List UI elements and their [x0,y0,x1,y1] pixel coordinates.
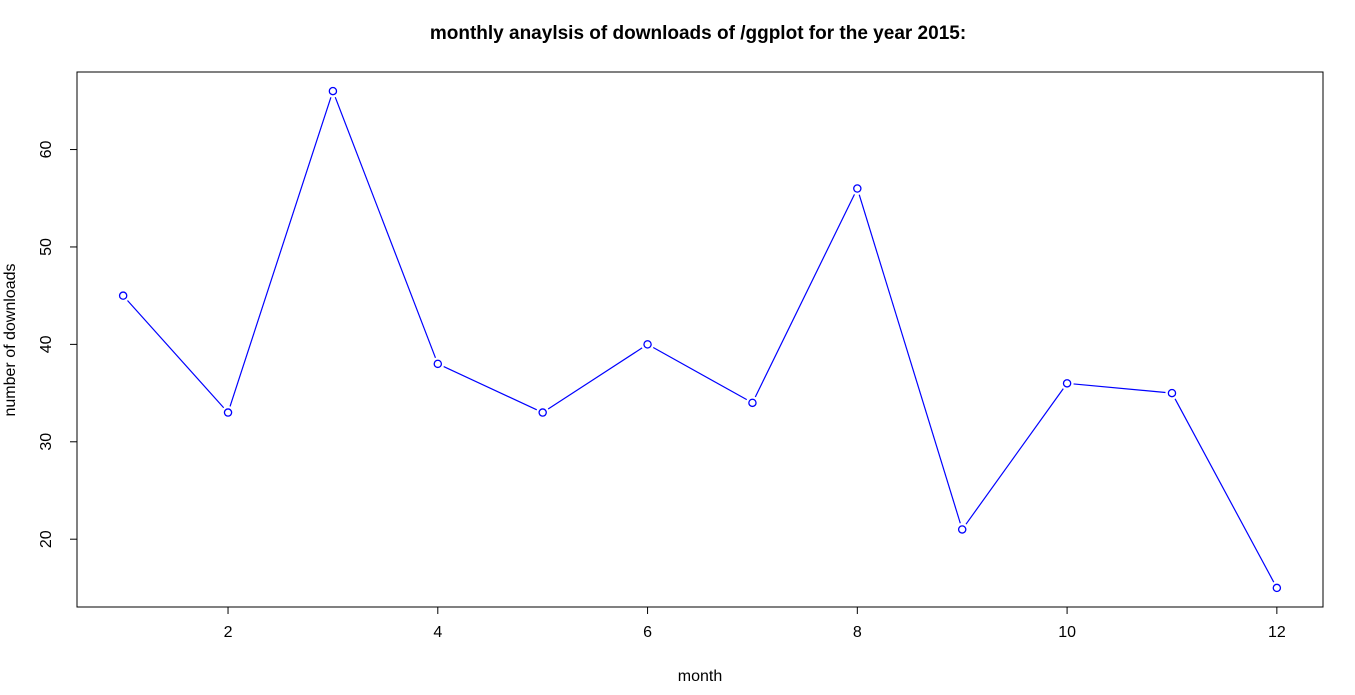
data-point [1062,379,1072,388]
x-tick-label: 8 [853,624,862,641]
series-segment [652,347,748,401]
x-tick-label: 6 [643,624,652,641]
data-point [433,359,443,369]
series-segment [547,347,643,410]
series-segment [1073,383,1166,394]
y-tick-label: 60 [38,141,55,159]
data-point [748,398,757,408]
data-point [118,291,128,300]
x-axis: 2 4 6 8 10 12 [224,606,1286,641]
x-axis-label: month [678,668,722,685]
y-tick-label: 20 [38,530,55,548]
x-tick-label: 4 [433,624,442,641]
data-point [957,525,967,534]
data-point [643,340,652,349]
data-point [853,184,862,193]
chart-title: monthly anaylsis of downloads of /ggplot… [430,23,966,44]
x-tick-label: 10 [1058,624,1076,641]
data-point [1272,583,1282,593]
series-segment [1174,398,1275,583]
series-segment [858,194,961,524]
series-segment [965,388,1064,525]
series-layer [118,86,1282,593]
series-segment [334,96,437,359]
x-tick-label: 12 [1268,624,1286,641]
data-point [328,86,338,96]
y-tick-label: 40 [38,335,55,353]
y-tick-label: 50 [38,238,55,256]
plot-frame [76,71,1324,608]
x-tick-label: 2 [224,624,233,641]
data-point [1167,388,1177,398]
y-axis-label: number of downloads [2,264,19,417]
series-segment [443,366,538,411]
series-segment [754,194,856,398]
data-point [538,408,547,417]
y-axis: 20 30 40 50 60 [38,141,78,548]
data-point [223,408,233,417]
series-segment [127,300,225,409]
y-tick-label: 30 [38,433,55,451]
series-segment [229,97,332,407]
